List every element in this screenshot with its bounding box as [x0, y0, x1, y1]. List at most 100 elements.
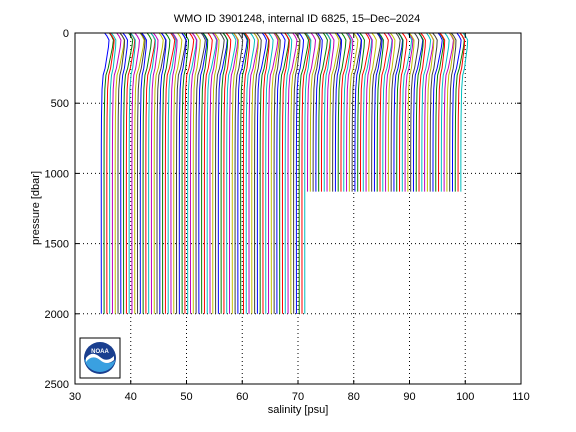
- profile-line: [103, 32, 114, 314]
- profile-line: [192, 32, 201, 314]
- profile-line: [173, 32, 183, 314]
- profile-line: [281, 32, 290, 314]
- profile-line: [323, 32, 332, 192]
- profile-line: [460, 32, 469, 192]
- profile-line: [111, 32, 122, 314]
- profile-line: [162, 32, 171, 314]
- profile-line: [189, 32, 198, 314]
- profile-line: [245, 32, 256, 314]
- profile-line: [399, 32, 408, 192]
- profile-line: [201, 32, 209, 314]
- profile-line: [401, 32, 413, 192]
- profile-line: [326, 32, 335, 192]
- y-tick-label: 500: [51, 98, 69, 110]
- profile-line: [348, 32, 359, 192]
- x-tick-label: 60: [236, 391, 248, 403]
- profile-line: [337, 32, 347, 192]
- profile-line: [334, 32, 343, 192]
- x-tick-label: 40: [125, 391, 137, 403]
- profile-line: [385, 32, 393, 192]
- svg-text:NOAA: NOAA: [91, 349, 109, 355]
- profile-line: [329, 32, 340, 192]
- profile-line: [293, 32, 301, 314]
- profile-line: [131, 32, 140, 314]
- profile-line: [159, 32, 167, 314]
- profile-line: [446, 32, 455, 192]
- profile-line: [178, 32, 187, 314]
- profile-line: [373, 32, 383, 192]
- profile-line: [228, 32, 239, 314]
- profile-line: [360, 32, 371, 192]
- profile-line: [164, 32, 176, 314]
- profile-line: [226, 32, 237, 314]
- profile-line: [379, 32, 389, 192]
- profile-line: [114, 32, 125, 314]
- profile-line: [343, 32, 352, 192]
- profile-line: [426, 32, 435, 192]
- profile-line: [287, 32, 298, 314]
- profile-line: [209, 32, 218, 314]
- y-axis-label: pressure [dbar]: [30, 171, 42, 245]
- profile-line: [396, 32, 404, 192]
- profile-line: [100, 32, 110, 314]
- profile-line: [117, 32, 126, 314]
- y-tick-label: 1500: [45, 239, 69, 251]
- profile-line: [354, 32, 363, 192]
- profile-line: [440, 32, 450, 192]
- profile-line: [268, 32, 279, 314]
- x-axis-label: salinity [psu]: [268, 404, 329, 416]
- profile-line: [248, 32, 259, 314]
- profile-line: [156, 32, 167, 314]
- profile-line: [432, 32, 443, 192]
- profile-line: [139, 32, 147, 314]
- profile-line: [170, 32, 178, 314]
- profile-line: [242, 32, 251, 314]
- profile-line: [148, 32, 156, 314]
- profile-line: [410, 32, 420, 192]
- profile-line: [429, 32, 438, 192]
- profile-line: [332, 32, 342, 192]
- profile-line: [279, 32, 290, 314]
- profile-line: [371, 32, 382, 192]
- profile-line: [203, 32, 213, 314]
- grid: [75, 33, 521, 384]
- profile-line: [435, 32, 445, 192]
- profile-line: [290, 32, 301, 314]
- profile-line: [134, 32, 145, 314]
- profile-line: [256, 32, 267, 314]
- profile-line: [237, 32, 248, 314]
- profile-line: [187, 32, 197, 314]
- y-tick-label: 0: [63, 28, 69, 40]
- profiles: [100, 32, 469, 314]
- profile-line: [145, 32, 156, 314]
- profile-line: [312, 32, 321, 192]
- profile-line: [390, 32, 401, 192]
- profile-line: [137, 32, 146, 314]
- profile-line: [443, 32, 454, 192]
- profile-line: [307, 32, 317, 192]
- x-tick-label: 70: [292, 391, 304, 403]
- profile-line: [106, 32, 115, 314]
- profile-line: [346, 32, 354, 192]
- profile-line: [128, 32, 136, 314]
- x-tick-label: 30: [69, 391, 81, 403]
- profile-line: [198, 32, 208, 314]
- profile-line: [142, 32, 152, 314]
- profile-line: [295, 32, 305, 314]
- chart-title: WMO ID 3901248, internal ID 6825, 15–Dec…: [174, 13, 420, 25]
- y-tick-label: 1000: [45, 168, 69, 180]
- profile-line: [276, 32, 286, 314]
- profile-line: [438, 32, 446, 192]
- profile-line: [176, 32, 187, 314]
- profile-line: [223, 32, 232, 314]
- profile-line: [421, 32, 432, 192]
- profile-line: [315, 32, 323, 192]
- profile-line: [318, 32, 328, 192]
- x-tick-label: 100: [456, 391, 474, 403]
- profile-line: [167, 32, 177, 314]
- profile-line: [206, 32, 218, 314]
- x-tick-label: 110: [512, 391, 530, 403]
- profile-line: [418, 32, 426, 192]
- profile-line: [387, 32, 396, 192]
